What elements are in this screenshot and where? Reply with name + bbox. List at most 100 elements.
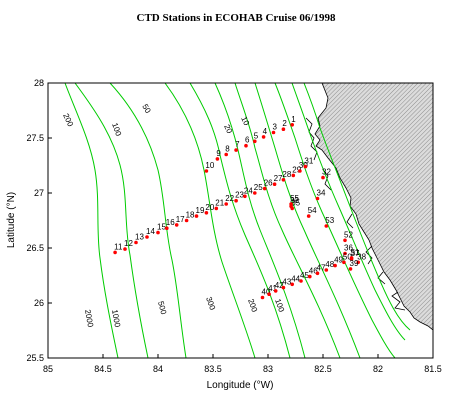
station-marker: [224, 202, 228, 206]
station-label: 21: [215, 198, 224, 207]
station-label: 29: [292, 165, 301, 174]
contour-label: 100: [273, 298, 286, 314]
map-title: CTD Stations in ECOHAB Cruise 06/1998: [137, 12, 336, 24]
contour-line: [291, 83, 406, 341]
contour-label: 200: [61, 112, 75, 128]
station-marker: [324, 224, 329, 228]
contour-line: [303, 83, 411, 331]
station-label: 6: [245, 136, 250, 145]
station-label: 7: [235, 140, 240, 149]
station-label: 4: [263, 127, 268, 136]
station-label: 5: [254, 131, 259, 140]
contour-label: 500: [156, 300, 168, 316]
station-marker: [214, 206, 219, 211]
y-tick-label: 27.5: [26, 133, 44, 143]
contour-line: [64, 83, 119, 358]
station-label: 36: [344, 244, 353, 253]
station-label: 35: [291, 198, 300, 207]
station-marker: [253, 139, 257, 144]
contour-label: 2000: [83, 309, 95, 329]
contour-label: 100: [110, 122, 123, 138]
station-label: 11: [114, 242, 123, 251]
x-tick-label: 83: [263, 364, 273, 374]
station-label: 47: [317, 263, 326, 272]
station-marker: [321, 175, 325, 180]
contour-line: [214, 83, 306, 358]
plot-frame: [47, 82, 434, 359]
station-marker: [272, 182, 277, 186]
plot-area: 200 100 50 20 10 2000 1000 500 300 200 1…: [61, 83, 433, 358]
station-marker: [165, 226, 169, 230]
x-axis-ticks: 85 84.5 84 83.5 83 82.5 82 81.5: [43, 354, 442, 374]
station-label: 38: [357, 252, 366, 261]
contour-line: [164, 83, 256, 358]
station-label: 19: [196, 206, 205, 215]
station-label: 1: [291, 115, 296, 124]
contour-label: 20: [222, 123, 234, 135]
station-marker: [273, 289, 278, 293]
y-tick-label: 25.5: [26, 353, 44, 363]
station-label: 55: [290, 194, 299, 203]
contour-label: 10: [239, 115, 251, 127]
station-label: 40: [262, 288, 271, 297]
y-tick-label: 28: [34, 78, 44, 88]
station-label: 20: [205, 203, 214, 212]
station-marker: [291, 173, 296, 178]
contour-line: [109, 83, 187, 358]
station-marker: [215, 157, 220, 161]
station-marker: [289, 202, 293, 206]
station-marker: [113, 250, 117, 255]
station-marker: [204, 211, 209, 215]
y-tick-label: 27: [34, 188, 44, 198]
station-marker: [306, 214, 311, 218]
land-area: [314, 83, 433, 331]
station-marker: [342, 260, 346, 265]
station-marker: [260, 295, 265, 300]
station-marker: [290, 206, 295, 211]
station-label: 37: [351, 249, 360, 258]
station-marker: [134, 240, 138, 245]
station-label: 34: [317, 189, 326, 198]
contour-label: 50: [140, 103, 153, 116]
station-label: 8: [225, 145, 230, 154]
station-label: 41: [268, 284, 277, 293]
station-marker: [343, 238, 347, 243]
x-tick-label: 83.5: [204, 364, 222, 374]
x-tick-label: 84: [153, 364, 163, 374]
station-marker: [281, 127, 286, 131]
station-marker: [174, 223, 179, 227]
station-label: 49: [334, 256, 343, 265]
station-label: 17: [176, 215, 185, 224]
station-marker: [243, 194, 247, 199]
station-label: 14: [146, 227, 155, 236]
station-marker: [281, 178, 286, 182]
contour-label: 300: [204, 296, 217, 312]
station-marker: [267, 292, 271, 297]
y-axis-ticks: 25.5 26 26.5 27 27.5 28: [26, 78, 52, 363]
station-label: 39: [350, 259, 359, 268]
station-label: 23: [235, 191, 244, 200]
station-label: 22: [225, 194, 234, 203]
station-label: 52: [344, 230, 353, 239]
station-marker: [343, 251, 347, 256]
station-marker: [308, 274, 312, 279]
station-label: 3: [273, 123, 278, 132]
station-label: 9: [216, 149, 221, 158]
x-tick-label: 82.5: [314, 364, 332, 374]
station-marker: [184, 218, 189, 223]
y-axis-label: Latitude (°N): [6, 192, 17, 248]
station-marker: [315, 196, 320, 201]
station-marker: [204, 169, 209, 173]
station-label: 12: [124, 239, 133, 248]
station-marker: [303, 164, 308, 169]
station-marker: [145, 235, 149, 239]
y-tick-label: 26: [34, 298, 44, 308]
station-label: 48: [325, 260, 334, 269]
station-marker: [356, 260, 361, 265]
x-tick-label: 82: [373, 364, 383, 374]
station-label: 31: [304, 157, 313, 166]
station-label: 18: [186, 211, 195, 220]
x-tick-label: 84.5: [94, 364, 112, 374]
station-marker: [290, 282, 295, 287]
